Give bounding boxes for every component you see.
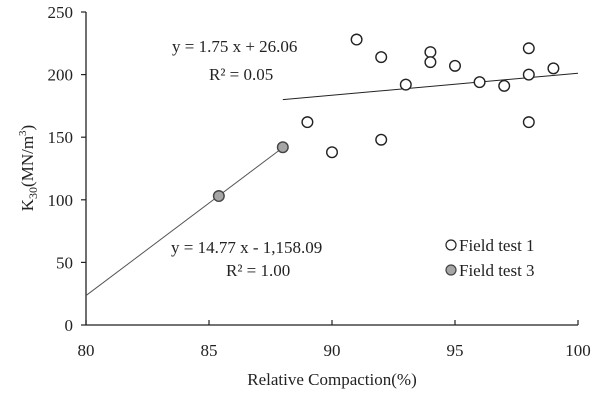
- data-point: [522, 42, 535, 55]
- data-point: [498, 79, 511, 92]
- data-point: [326, 146, 339, 159]
- y-axis-label: K30(MN/m3): [17, 125, 40, 211]
- data-point: [301, 116, 314, 129]
- data-point: [424, 56, 437, 69]
- trendline-1-r2: R² = 0.05: [209, 65, 273, 84]
- legend: Field test 1 Field test 3: [445, 236, 535, 280]
- y-tick-label: 200: [48, 66, 74, 85]
- x-tick-label: 95: [447, 341, 464, 360]
- legend-label-field-test-3: Field test 3: [459, 261, 535, 280]
- y-tick-label: 0: [65, 316, 74, 335]
- data-point: [547, 62, 560, 75]
- data-point: [375, 133, 388, 146]
- y-tick-label: 50: [56, 253, 73, 272]
- data-point: [399, 78, 412, 91]
- y-tick-label: 250: [48, 3, 74, 22]
- axes: 80 85 90 95 100 0 50 100 150 200 250: [48, 3, 591, 360]
- data-point: [424, 46, 437, 59]
- data-point: [473, 76, 486, 89]
- data-point: [522, 68, 535, 81]
- data-point: [212, 190, 225, 203]
- x-tick-label: 85: [201, 341, 218, 360]
- legend-label-field-test-1: Field test 1: [459, 236, 535, 255]
- legend-marker-field-test-3: [445, 264, 457, 276]
- legend-marker-field-test-1: [445, 239, 457, 251]
- data-point: [522, 116, 535, 129]
- trendline-3-r2: R² = 1.00: [226, 261, 290, 280]
- data-point: [375, 51, 388, 64]
- data-point: [449, 59, 462, 72]
- y-tick-label: 100: [48, 191, 74, 210]
- x-axis-label: Relative Compaction(%): [247, 370, 416, 389]
- data-point: [276, 141, 289, 154]
- trendline-1-equation: y = 1.75 x + 26.06: [172, 37, 297, 56]
- x-tick-label: 80: [78, 341, 95, 360]
- data-points: [212, 33, 560, 203]
- trendline-2: [85, 147, 284, 296]
- trendline-3-equation: y = 14.77 x - 1,158.09: [171, 238, 322, 257]
- x-tick-label: 90: [324, 341, 341, 360]
- y-tick-label: 150: [48, 128, 74, 147]
- data-point: [350, 33, 363, 46]
- x-tick-label: 100: [565, 341, 591, 360]
- annotations: y = 1.75 x + 26.06 R² = 0.05 y = 14.77 x…: [171, 37, 322, 280]
